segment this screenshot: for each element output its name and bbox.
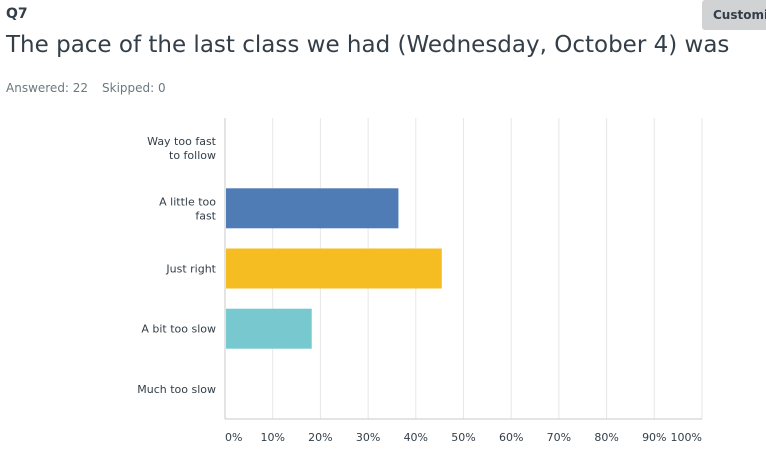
x-tick-label: 0% xyxy=(225,431,242,444)
category-label: fast xyxy=(195,209,216,222)
x-tick-label: 90% xyxy=(642,431,666,444)
skipped-count: Skipped: 0 xyxy=(102,81,166,95)
x-tick-label: 10% xyxy=(260,431,284,444)
bar xyxy=(226,308,312,349)
category-label: A little too xyxy=(159,195,216,208)
x-tick-label: 100% xyxy=(671,431,702,444)
answered-count: Answered: 22 xyxy=(6,81,89,95)
category-label: Just right xyxy=(165,263,216,276)
question-title: The pace of the last class we had (Wedne… xyxy=(6,32,730,58)
bar xyxy=(226,248,442,289)
question-number: Q7 xyxy=(6,6,28,22)
x-tick-label: 60% xyxy=(499,431,523,444)
category-label: A bit too slow xyxy=(141,323,216,336)
x-tick-label: 80% xyxy=(594,431,618,444)
category-label: Way too fast xyxy=(147,135,217,148)
x-tick-label: 20% xyxy=(308,431,332,444)
x-tick-label: 30% xyxy=(356,431,380,444)
category-label: Much too slow xyxy=(137,383,216,396)
bar xyxy=(226,188,399,229)
category-label: to follow xyxy=(169,149,216,162)
x-tick-label: 70% xyxy=(547,431,571,444)
x-tick-label: 50% xyxy=(451,431,475,444)
customize-button[interactable]: Customiz xyxy=(702,0,766,30)
x-tick-label: 40% xyxy=(404,431,428,444)
